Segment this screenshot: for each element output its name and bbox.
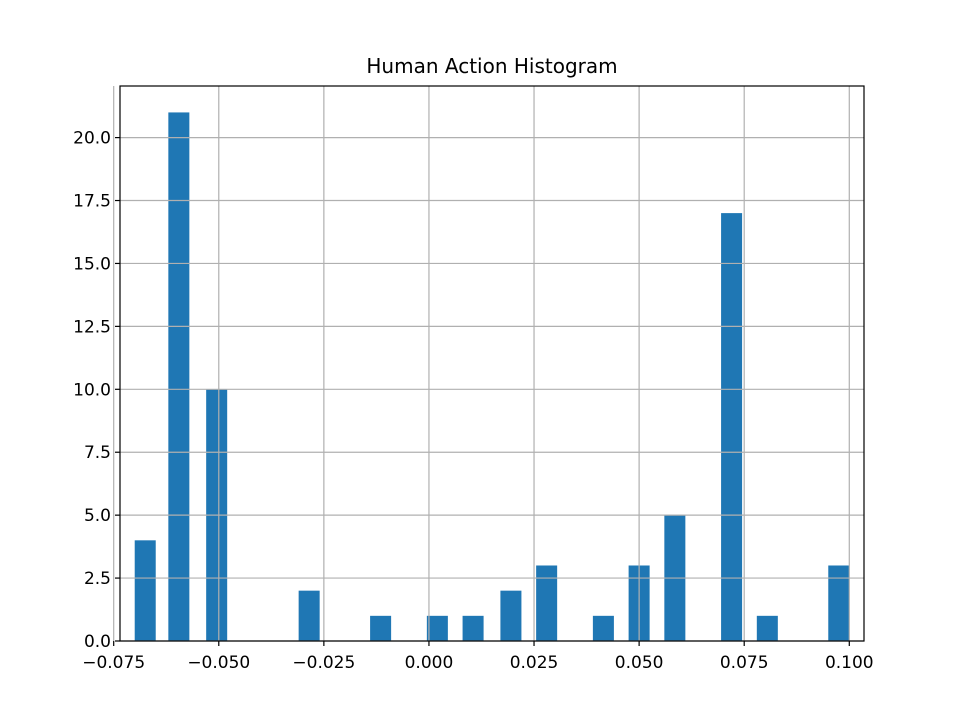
histogram-bar-5 [426, 615, 448, 641]
y-tick-label-8: 20.0 [73, 129, 111, 149]
x-tick-label-1: −0.050 [187, 653, 250, 673]
x-tick-label-2: −0.025 [292, 653, 355, 673]
histogram-bar-4 [370, 615, 392, 641]
x-tick-label-7: 0.100 [825, 653, 874, 673]
bars [134, 112, 850, 642]
x-tick-label-6: 0.075 [720, 653, 769, 673]
x-tick-label-4: 0.025 [510, 653, 559, 673]
grid [113, 86, 864, 642]
histogram-bar-7 [500, 590, 522, 641]
histogram-bar-13 [756, 615, 778, 641]
histogram-bar-12 [721, 213, 743, 642]
y-tick-label-0: 0.0 [84, 632, 111, 652]
histogram-bar-3 [298, 590, 320, 641]
y-tick-label-6: 15.0 [73, 254, 111, 274]
y-tick-label-2: 5.0 [84, 506, 111, 526]
x-axis-ticks: −0.075 −0.050 −0.025 0.000 0.025 0.050 0.075 0.… [82, 641, 874, 673]
histogram-bar-6 [462, 615, 484, 641]
x-tick-label-0: −0.075 [82, 653, 145, 673]
x-tick-label-3: 0.000 [405, 653, 454, 673]
histogram-bar-1 [168, 112, 190, 641]
plot-frame [119, 85, 865, 642]
y-tick-label-1: 2.5 [84, 569, 111, 589]
histogram-bar-0 [134, 540, 156, 641]
y-axis-ticks: 0.0 2.5 5.0 7.5 10.0 12.5 15.0 17.5 20.0 [73, 129, 120, 652]
y-tick-label-3: 7.5 [84, 443, 111, 463]
y-tick-label-4: 10.0 [73, 380, 111, 400]
histogram-bar-14 [828, 565, 850, 641]
x-tick-label-5: 0.050 [615, 653, 664, 673]
histogram-bar-8 [536, 565, 558, 641]
y-tick-label-7: 17.5 [73, 192, 111, 212]
chart-title: Human Action Histogram [366, 54, 617, 78]
histogram-bar-9 [592, 615, 614, 641]
y-tick-label-5: 12.5 [73, 317, 111, 337]
